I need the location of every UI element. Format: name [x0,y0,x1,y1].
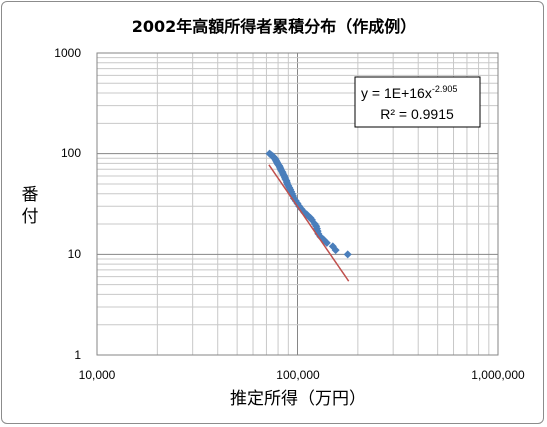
y-tick-label: 1000 [54,46,81,60]
x-axis-ticks: 10,000 100,000 1,000,000 [79,368,525,382]
x-axis-title: 推定所得（万円） [230,389,366,409]
plot-area [96,52,499,356]
chart-title: 2002年高額所得者累積分布（作成例） [132,17,417,36]
y-tick-label: 10 [68,247,82,261]
equation-box [354,76,481,128]
equation-exponent: -2.905 [432,84,458,94]
trendline-equation-box: y = 1E+16x-2.905 R² = 0.9915 [354,76,481,128]
data-point [322,238,331,247]
r-squared: R² = 0.9915 [380,106,454,122]
y-axis-ticks: 1 10 100 1000 [54,46,81,362]
trendline-equation: y = 1E+16x-2.905 [361,84,457,101]
y-tick-label: 1 [74,348,81,362]
data-point [343,250,352,259]
trendline [268,164,350,282]
x-tick-label: 1,000,000 [471,368,525,382]
y-axis-title: 番付 [22,185,39,227]
x-tick-label: 10,000 [79,368,116,382]
plot-border [96,52,499,356]
equation-prefix: y = 1E+16x [361,85,432,101]
y-tick-label: 100 [61,146,81,160]
x-tick-label: 100,000 [276,368,320,382]
data-point [331,246,340,255]
